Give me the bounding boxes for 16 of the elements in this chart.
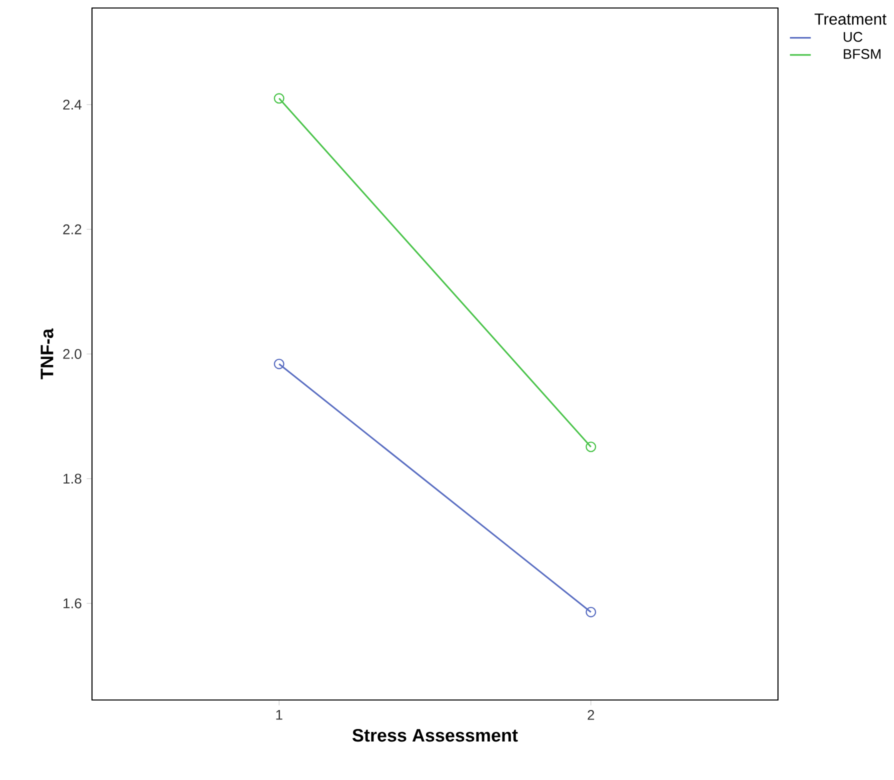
x-axis-title: Stress Assessment xyxy=(352,728,518,742)
y-tick-label: 2.0 xyxy=(63,349,82,359)
x-tick-label: 2 xyxy=(588,710,594,720)
point xyxy=(274,358,284,370)
y-tick-label: 1.8 xyxy=(64,474,82,484)
legend-title: Treatment xyxy=(814,14,886,25)
legend-label: BFSM xyxy=(844,49,880,59)
legend-label: UC xyxy=(844,32,862,42)
point xyxy=(586,442,596,452)
y-axis-title: TNF-a xyxy=(40,328,54,380)
y-tick-label: 1.6 xyxy=(64,598,82,608)
point xyxy=(586,606,596,618)
y-tick-label: 2.4 xyxy=(63,100,82,110)
x-tick-label: 1 xyxy=(276,710,282,720)
y-tick-label: 2.2 xyxy=(63,224,82,234)
point xyxy=(274,93,284,104)
